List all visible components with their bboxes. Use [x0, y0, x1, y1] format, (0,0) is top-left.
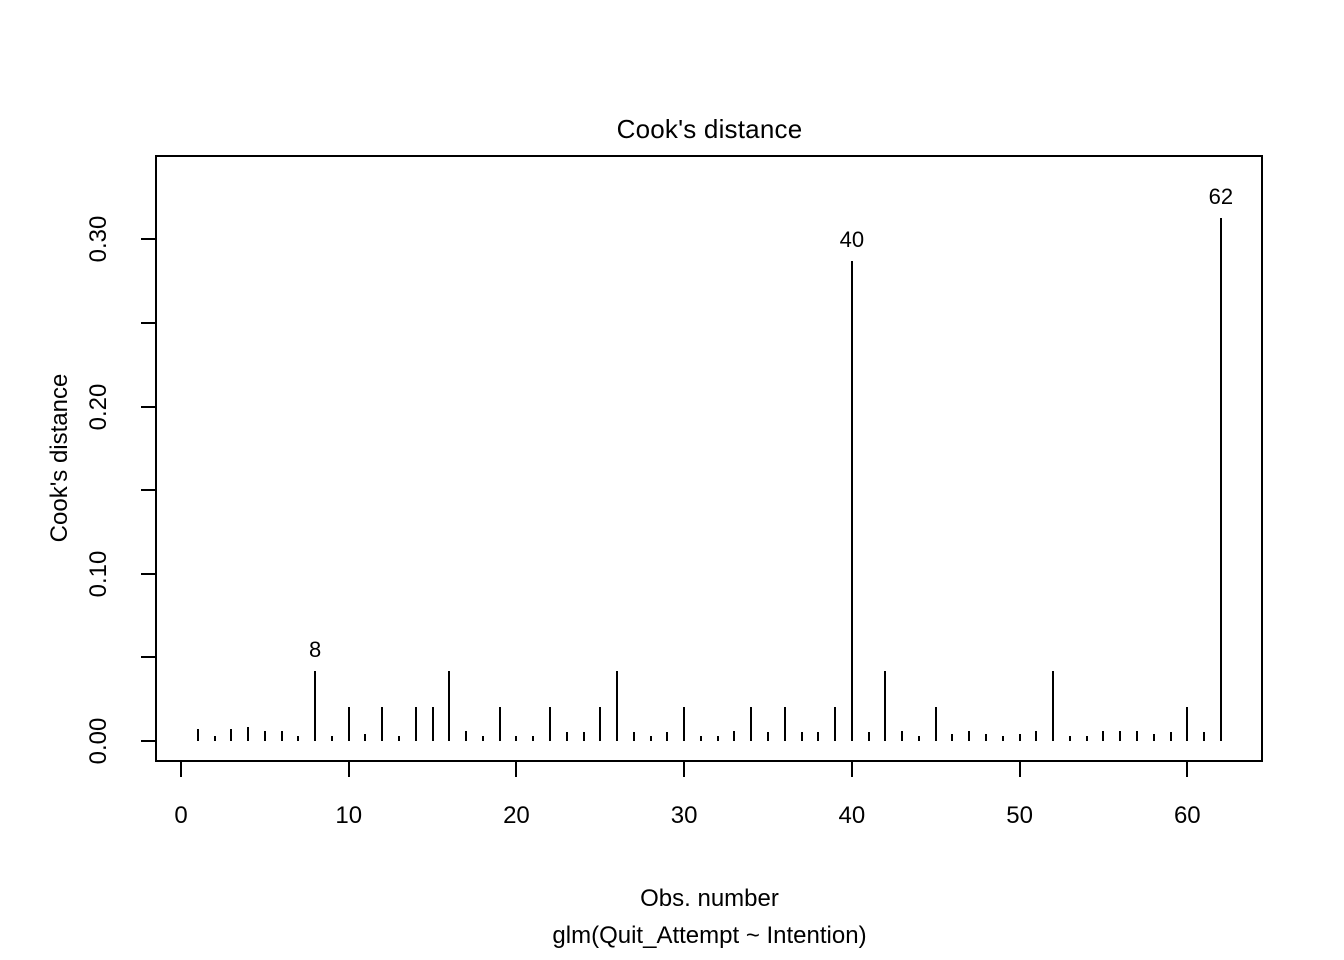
cook-distance-bar — [431, 707, 434, 741]
cook-distance-bar — [817, 732, 820, 741]
influential-obs-label: 8 — [309, 636, 322, 662]
x-axis-tick-label: 0 — [174, 802, 188, 829]
cook-distance-bar — [834, 707, 837, 741]
cook-distance-bar — [850, 261, 853, 741]
cook-distance-bar — [213, 735, 216, 741]
x-axis-tick — [683, 762, 686, 777]
y-axis-tick — [141, 572, 156, 575]
cook-distance-bar — [448, 670, 451, 741]
y-axis-tick-label: 0.20 — [85, 383, 112, 430]
cook-distance-bar — [666, 732, 669, 741]
cook-distance-bar — [783, 707, 786, 741]
x-axis-title: Obs. number — [640, 885, 779, 912]
influential-obs-label: 40 — [839, 227, 865, 253]
cook-distance-bar — [1186, 707, 1189, 741]
cook-distance-bar — [867, 732, 870, 741]
cook-distance-bar — [515, 735, 518, 741]
cook-distance-bar — [398, 735, 401, 741]
cook-distance-bar — [649, 735, 652, 741]
cook-distance-bar — [733, 730, 736, 741]
cook-distance-bar — [1068, 735, 1071, 741]
x-axis-tick — [347, 762, 350, 777]
x-axis-tick-label: 10 — [335, 802, 363, 829]
cook-distance-bar — [917, 735, 920, 741]
y-axis-tick — [141, 489, 156, 492]
cook-distance-bar — [1203, 732, 1206, 741]
cook-distance-bar — [616, 670, 619, 741]
x-axis-tick-label: 50 — [1006, 802, 1033, 829]
cook-distance-bar — [599, 707, 602, 741]
cook-distance-bar — [481, 735, 484, 741]
cook-distance-bar — [414, 707, 417, 741]
cook-distance-bar — [1018, 734, 1021, 741]
cook-distance-bar — [1102, 730, 1105, 741]
y-axis-tick-label: 0.10 — [85, 550, 112, 597]
cook-distance-bar — [498, 707, 501, 741]
x-axis-tick-label: 60 — [1173, 802, 1201, 829]
cook-distance-bar — [532, 735, 535, 741]
y-axis-tick — [141, 321, 156, 324]
y-axis-tick — [141, 739, 156, 742]
plot-area-border — [155, 155, 1263, 762]
cook-distance-bar — [767, 732, 769, 741]
cook-distance-bar — [347, 707, 350, 741]
cook-distance-bar — [196, 729, 199, 741]
x-axis-tick — [850, 762, 853, 777]
x-axis-tick-label: 40 — [838, 802, 866, 829]
cook-distance-bar — [263, 730, 266, 741]
x-axis-tick — [515, 762, 518, 777]
chart-title: Cook's distance — [616, 114, 803, 144]
cook-distance-bar — [884, 670, 887, 741]
cook-distance-bar — [1169, 732, 1172, 741]
cook-distance-bar — [683, 707, 686, 741]
cook-distance-bar — [314, 670, 317, 741]
cook-distance-bar — [1152, 734, 1155, 741]
cook-distance-bar — [901, 730, 904, 741]
cook-distance-bar — [951, 734, 954, 741]
cook-distance-bar — [1001, 735, 1004, 741]
cook-distance-bar — [1052, 670, 1055, 741]
cook-distance-bar — [716, 735, 719, 741]
cook-distance-bar — [565, 732, 568, 741]
x-axis-tick — [1186, 762, 1189, 777]
cook-distance-bar — [1219, 217, 1222, 741]
cook-distance-bar — [548, 707, 551, 741]
y-axis-title: Cook's distance — [46, 373, 73, 543]
x-axis-tick-label: 30 — [670, 802, 698, 829]
y-axis-tick — [141, 238, 156, 241]
cook-distance-bar — [381, 707, 384, 741]
x-axis-tick — [180, 762, 182, 777]
cook-distance-bar — [280, 730, 283, 741]
cook-distance-bar — [364, 734, 367, 741]
cook-distance-bar — [1119, 730, 1122, 741]
cook-distance-bar — [985, 734, 988, 741]
y-axis-tick — [141, 405, 156, 408]
y-axis-tick — [141, 656, 156, 659]
cook-distance-bar — [230, 729, 233, 741]
cook-distance-bar — [465, 730, 468, 741]
cook-distance-bar — [247, 727, 250, 741]
cook-distance-bar — [582, 732, 585, 741]
influential-obs-label: 62 — [1208, 183, 1234, 209]
cook-distance-bar — [1135, 730, 1138, 741]
x-axis-model-caption: glm(Quit_Attempt ~ Intention) — [552, 922, 867, 949]
cook-distance-bar — [632, 732, 635, 741]
cook-distance-bar — [699, 735, 702, 741]
cook-distance-bar — [934, 707, 937, 741]
cook-distance-bar — [297, 735, 300, 741]
x-axis-tick-label: 20 — [503, 802, 530, 829]
y-axis-tick-label: 0.30 — [85, 216, 112, 263]
x-axis-tick — [1018, 762, 1021, 777]
cook-distance-bar — [800, 732, 803, 741]
cook-distance-bar — [1035, 730, 1038, 741]
cook-distance-bar — [330, 735, 333, 741]
cook-distance-bar — [1085, 735, 1088, 741]
y-axis-tick-label: 0.00 — [85, 717, 112, 765]
cook-distance-bar — [968, 730, 971, 741]
cook-distance-bar — [750, 707, 753, 741]
